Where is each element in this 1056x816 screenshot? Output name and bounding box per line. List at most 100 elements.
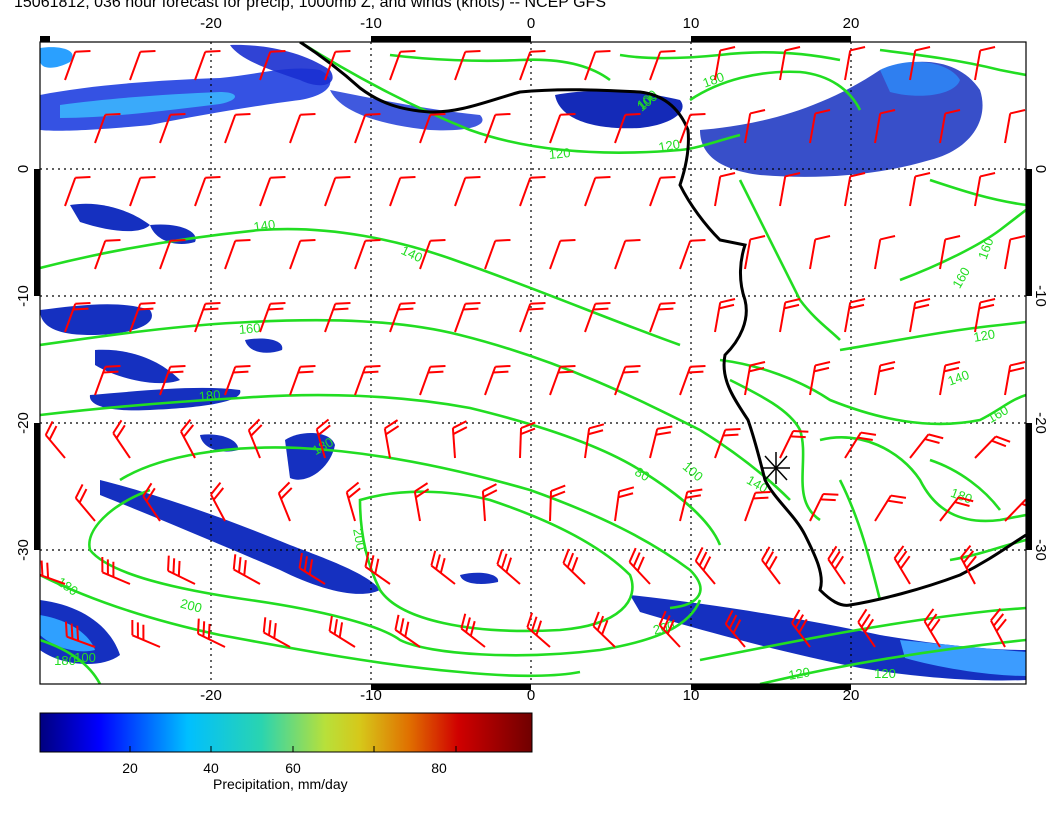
precip-patch bbox=[40, 47, 73, 68]
lon-tick-top: 20 bbox=[843, 15, 860, 32]
wind-barb bbox=[224, 238, 251, 270]
precip-patch bbox=[880, 61, 960, 96]
precip-patch bbox=[200, 434, 239, 452]
lat-tick-left: 0 bbox=[15, 165, 32, 173]
contour-label: 180 bbox=[54, 653, 76, 668]
lat-tick-right: 0 bbox=[1032, 165, 1049, 173]
wind-barb bbox=[460, 613, 486, 648]
wind-barb bbox=[64, 49, 91, 81]
wind-barb bbox=[519, 421, 536, 459]
wind-barb bbox=[714, 298, 736, 333]
wind-barb bbox=[649, 301, 676, 333]
precip-patch bbox=[60, 92, 235, 118]
wind-barb bbox=[649, 175, 676, 207]
contour-line bbox=[929, 178, 1026, 207]
wind-barb bbox=[232, 554, 261, 585]
contour-line bbox=[619, 50, 841, 62]
contour-label: 200 bbox=[350, 527, 369, 551]
wind-barb bbox=[960, 545, 977, 585]
wind-barb bbox=[714, 46, 736, 81]
wind-barb bbox=[939, 235, 961, 270]
wind-barb bbox=[714, 172, 736, 207]
wind-barb bbox=[614, 486, 635, 522]
wind-barb bbox=[101, 557, 131, 585]
wind-barb bbox=[194, 175, 221, 207]
wind-barb bbox=[259, 301, 286, 333]
wind-barb bbox=[519, 49, 546, 81]
contour-line bbox=[929, 458, 1002, 511]
wind-barb bbox=[354, 238, 381, 270]
wind-barb bbox=[1004, 235, 1026, 270]
contour-label: 120 bbox=[548, 145, 571, 162]
wind-barb bbox=[94, 364, 121, 396]
wind-barb bbox=[484, 238, 511, 270]
wind-barb bbox=[628, 547, 651, 585]
contour-label: 160 bbox=[238, 320, 261, 337]
wind-barb bbox=[112, 419, 131, 459]
wind-barb bbox=[744, 361, 766, 396]
contour-line bbox=[719, 358, 1026, 426]
contour-line bbox=[689, 70, 862, 111]
wind-barb bbox=[194, 49, 221, 81]
contour-label: 120 bbox=[787, 664, 811, 683]
wind-barb bbox=[159, 238, 186, 270]
wind-barb bbox=[809, 493, 839, 522]
wind-barb bbox=[974, 435, 1011, 459]
wind-barb bbox=[1004, 361, 1026, 396]
wind-barb bbox=[874, 361, 896, 396]
wind-barb bbox=[844, 46, 866, 81]
wind-barb bbox=[389, 175, 416, 207]
lon-tick-top: -10 bbox=[360, 15, 382, 32]
wind-barb bbox=[809, 109, 831, 144]
wind-barb bbox=[694, 546, 716, 585]
precip-patch bbox=[95, 349, 180, 384]
precip-patch bbox=[460, 572, 499, 584]
wind-barb bbox=[519, 301, 546, 333]
precip-patch bbox=[555, 90, 683, 129]
wind-barb bbox=[224, 112, 251, 144]
contour-label: 180 bbox=[54, 574, 80, 599]
wind-barb bbox=[724, 609, 746, 648]
wind-barb bbox=[519, 175, 546, 207]
lon-tick-top: 10 bbox=[683, 15, 700, 32]
wind-barb bbox=[857, 608, 876, 648]
precip-patch bbox=[70, 203, 150, 232]
wind-barb bbox=[40, 560, 66, 585]
colorbar-label: Precipitation, mm/day bbox=[213, 776, 348, 792]
map-frame bbox=[39, 41, 1027, 685]
wind-barb bbox=[496, 549, 521, 585]
wind-barb bbox=[298, 552, 326, 585]
lat-tick-left: -20 bbox=[15, 412, 32, 434]
contour-label: 160 bbox=[949, 265, 973, 291]
wind-barb bbox=[990, 608, 1007, 648]
wind-barb bbox=[658, 610, 681, 648]
contour-line bbox=[389, 53, 611, 82]
wind-barb bbox=[844, 172, 866, 207]
wind-barb bbox=[324, 49, 351, 81]
wind-barb bbox=[614, 238, 641, 270]
wind-barb bbox=[1004, 109, 1026, 144]
wind-barb bbox=[779, 298, 801, 333]
lon-tick-top: 0 bbox=[527, 15, 535, 32]
wind-barbs bbox=[40, 46, 1026, 648]
wind-barb bbox=[679, 112, 706, 144]
wind-barb bbox=[315, 418, 331, 459]
contour-line bbox=[40, 318, 791, 501]
wind-barb bbox=[909, 433, 944, 459]
lon-tick-bottom: -20 bbox=[200, 687, 222, 704]
wind-barb bbox=[419, 112, 446, 144]
wind-barb bbox=[923, 608, 941, 648]
contour-label: 180 bbox=[701, 69, 727, 91]
wind-barb bbox=[909, 172, 931, 207]
border-ticks bbox=[34, 36, 1032, 690]
precip-patch bbox=[245, 338, 283, 353]
contour-label: 160 bbox=[975, 236, 997, 262]
wind-barb bbox=[679, 364, 706, 396]
wind-barb bbox=[481, 483, 498, 522]
colorbar-tick-label: 20 bbox=[122, 760, 138, 776]
wind-barb bbox=[939, 496, 974, 522]
wind-barb bbox=[454, 49, 481, 81]
lat-tick-right: -20 bbox=[1032, 412, 1049, 434]
